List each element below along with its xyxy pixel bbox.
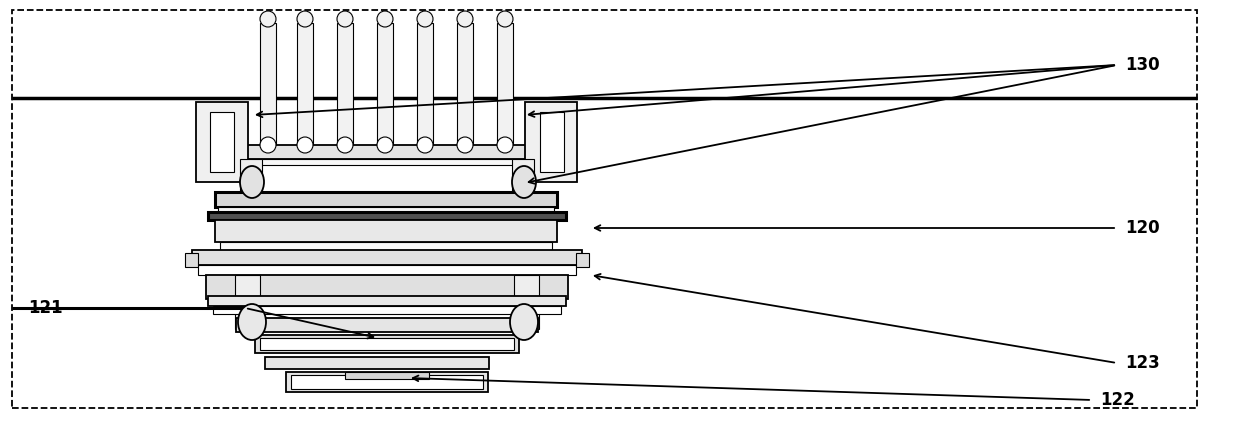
Bar <box>525 102 577 182</box>
Ellipse shape <box>510 304 538 340</box>
Bar <box>215 192 557 207</box>
Bar <box>265 357 489 369</box>
Bar <box>291 375 484 389</box>
Bar <box>185 253 198 267</box>
Bar <box>208 296 565 306</box>
Ellipse shape <box>241 166 264 198</box>
Bar <box>196 102 248 182</box>
Bar <box>539 112 564 172</box>
Bar <box>417 23 433 145</box>
Bar <box>241 159 262 205</box>
Bar <box>298 23 312 145</box>
Bar <box>337 23 353 145</box>
Ellipse shape <box>377 137 393 153</box>
Ellipse shape <box>260 11 277 27</box>
Bar <box>286 372 489 392</box>
Ellipse shape <box>337 11 353 27</box>
Ellipse shape <box>497 137 513 153</box>
Bar <box>236 318 538 332</box>
Bar <box>377 23 393 145</box>
Ellipse shape <box>260 137 277 153</box>
Bar <box>497 23 513 145</box>
Ellipse shape <box>238 304 267 340</box>
Ellipse shape <box>458 11 472 27</box>
Bar <box>236 275 260 329</box>
Ellipse shape <box>417 137 433 153</box>
Bar <box>577 253 589 267</box>
Ellipse shape <box>298 11 312 27</box>
Bar <box>219 242 552 250</box>
Bar <box>208 212 565 220</box>
Text: 121: 121 <box>29 299 63 317</box>
Bar <box>260 338 515 350</box>
Bar <box>512 159 534 205</box>
Text: 130: 130 <box>1125 56 1159 74</box>
Ellipse shape <box>497 11 513 27</box>
Bar <box>215 220 557 242</box>
Ellipse shape <box>417 11 433 27</box>
Bar <box>255 335 520 353</box>
Bar <box>515 275 539 329</box>
Text: 122: 122 <box>1100 391 1135 409</box>
Bar <box>458 23 472 145</box>
Bar <box>219 159 552 165</box>
Text: 123: 123 <box>1125 354 1159 372</box>
Bar <box>213 306 560 314</box>
Ellipse shape <box>458 137 472 153</box>
Ellipse shape <box>298 137 312 153</box>
Bar <box>198 265 577 275</box>
Bar <box>218 207 554 212</box>
Ellipse shape <box>377 11 393 27</box>
Bar <box>215 145 557 159</box>
Bar <box>192 250 582 265</box>
Text: 120: 120 <box>1125 219 1159 237</box>
Bar <box>210 112 234 172</box>
Bar <box>345 372 429 379</box>
Ellipse shape <box>337 137 353 153</box>
Bar <box>206 275 568 299</box>
Ellipse shape <box>512 166 536 198</box>
Bar <box>260 23 277 145</box>
